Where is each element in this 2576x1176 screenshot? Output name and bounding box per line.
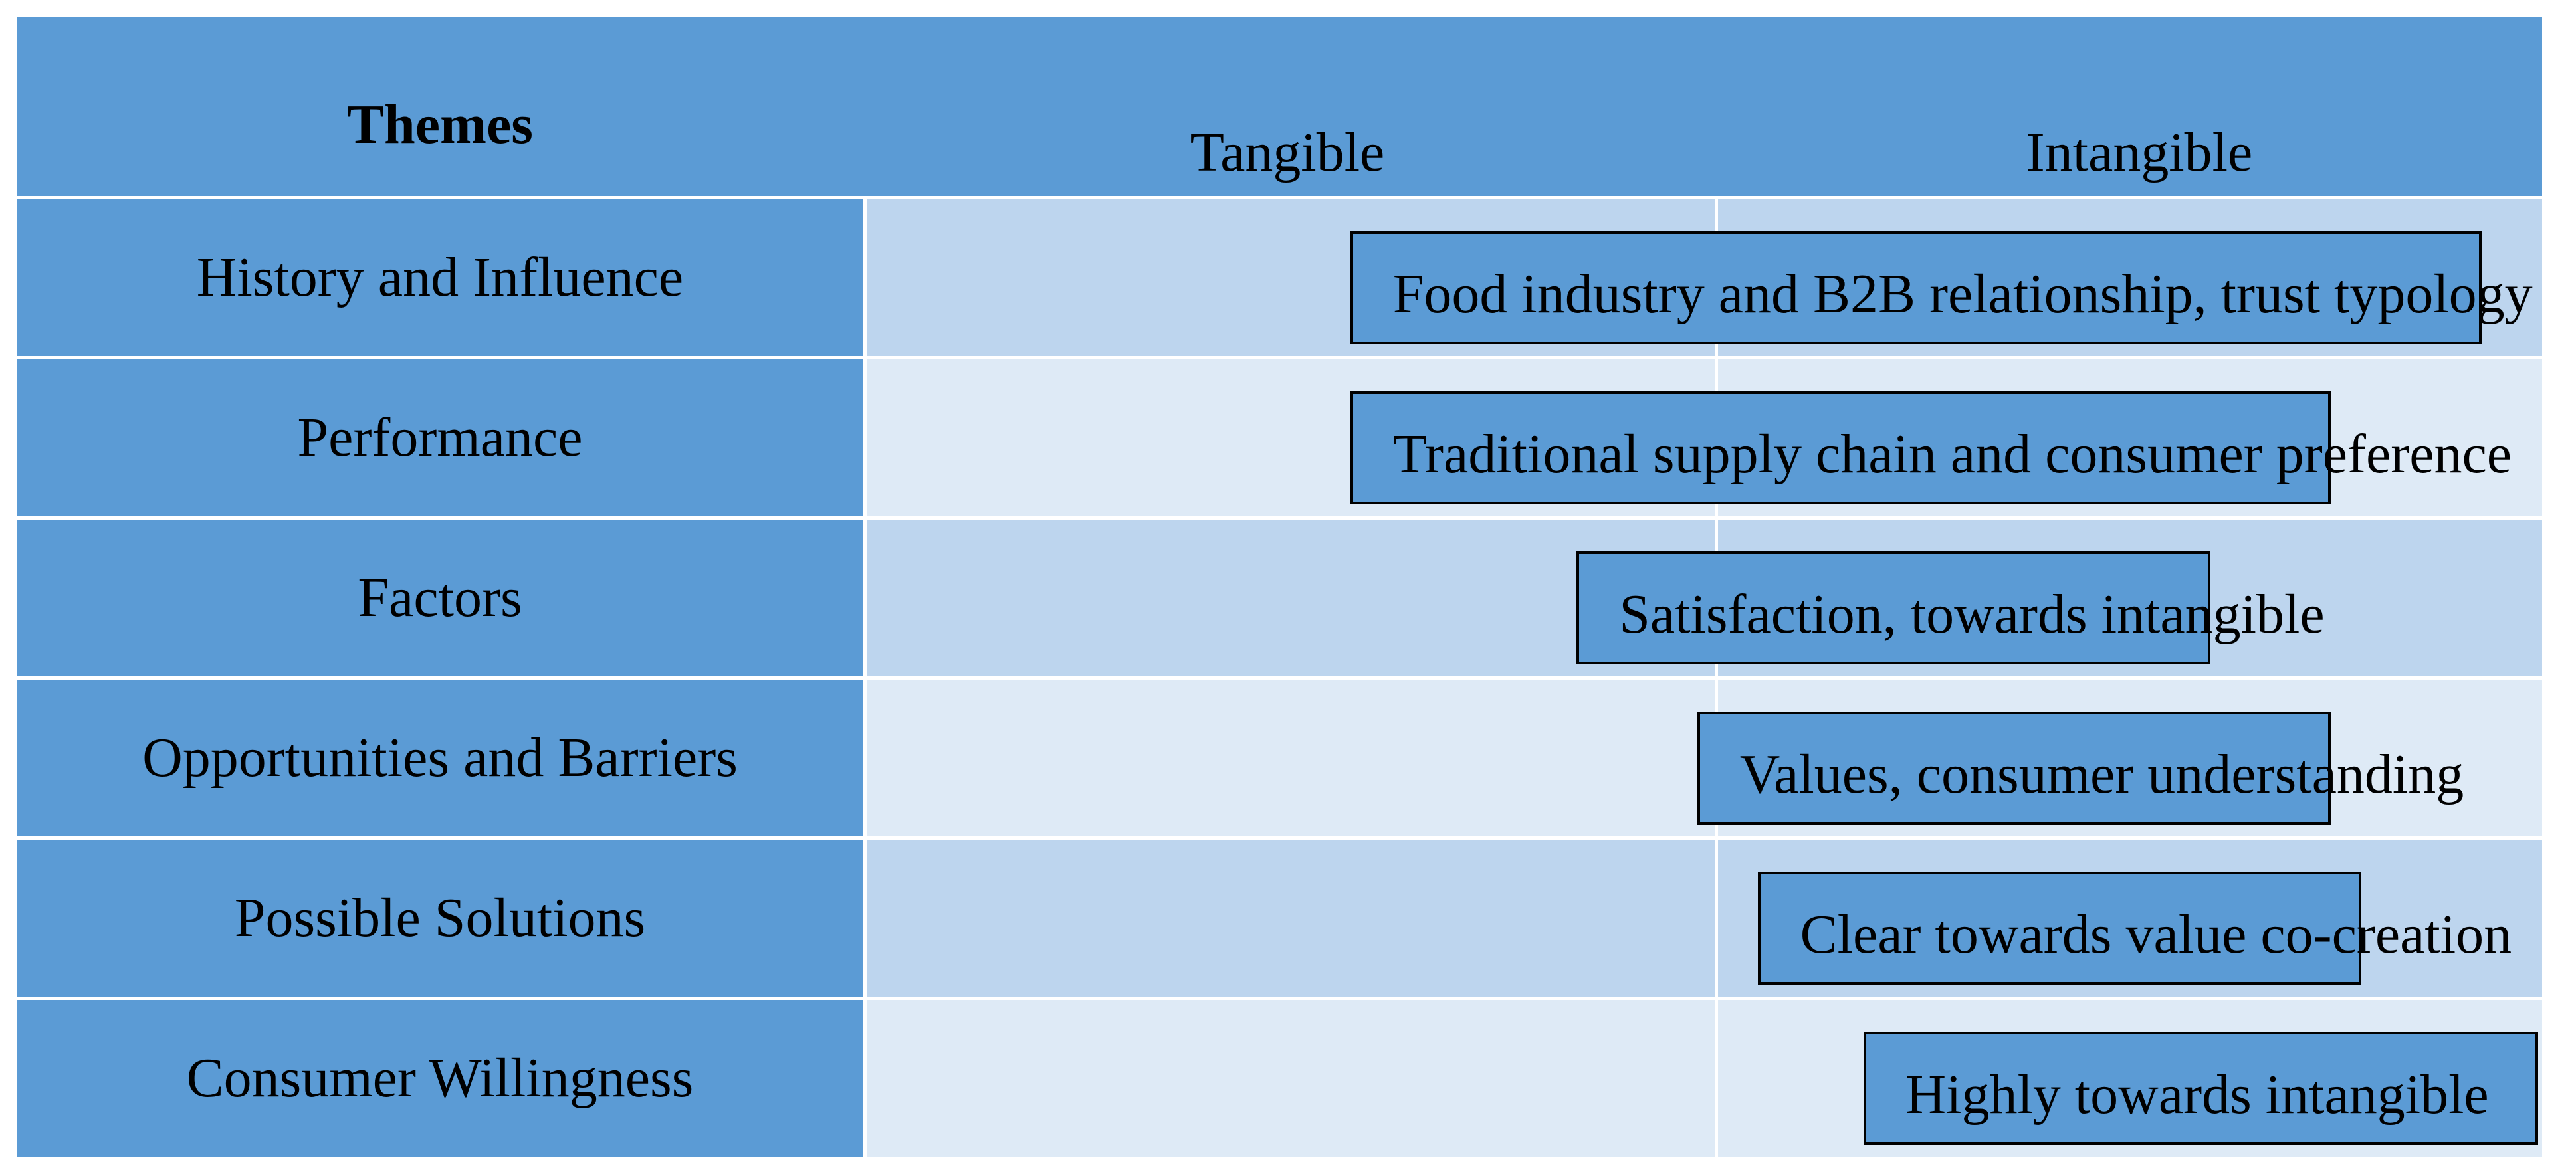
theme-label: Opportunities and Barriers [142,727,738,789]
spectrum-track: Highly towards intangible [867,1000,2542,1157]
range-bar: Highly towards intangible [1863,1032,2538,1145]
theme-row: Possible Solutions Clear towards value co… [17,840,2542,997]
theme-row: Consumer Willingness Highly towards intan… [17,1000,2542,1157]
center-divider [1715,1000,1718,1157]
tangible-pole-label: Tangible [1190,122,1385,183]
spectrum-track: Values, consumer understanding [867,680,2542,836]
range-bar: Values, consumer understanding [1697,712,2464,825]
theme-cell: Factors [17,520,863,676]
range-bar: Clear towards value co-creation [1757,872,2512,985]
range-bar-label: Highly towards intangible [1905,1064,2489,1126]
theme-cell: Possible Solutions [17,840,863,997]
theme-label: Performance [297,407,583,468]
themes-header: Themes [347,94,533,155]
intangible-pole-label: Intangible [2026,122,2253,183]
theme-cell: History and Influence [17,199,863,356]
theme-label: Consumer Willingness [186,1047,694,1109]
spectrum-track: Traditional supply chain and consumer pr… [867,359,2542,516]
theme-row: Performance Traditional supply chain and … [17,359,2542,516]
theme-cell: Opportunities and Barriers [17,680,863,836]
spectrum-track: Satisfaction, towards intangible [867,520,2542,676]
theme-row: Opportunities and Barriers Values, consum… [17,680,2542,836]
theme-row: History and Influence Food industry and B… [17,199,2542,356]
center-divider [1715,840,1718,997]
spectrum-track: Clear towards value co-creation [867,840,2542,997]
range-bar-label: Food industry and B2B relationship, trus… [1392,263,2533,325]
theme-cell: Consumer Willingness [17,1000,863,1157]
range-bar: Food industry and B2B relationship, trus… [1350,231,2533,344]
theme-row: Factors Satisfaction, towards intangible [17,520,2542,676]
theme-cell: Performance [17,359,863,516]
range-bar: Traditional supply chain and consumer pr… [1350,391,2512,504]
range-bar: Satisfaction, towards intangible [1576,551,2325,664]
range-bar-label: Clear towards value co-creation [1800,904,2512,965]
range-bar-label: Traditional supply chain and consumer pr… [1392,423,2512,485]
spectrum-track: Food industry and B2B relationship, trus… [867,199,2542,356]
range-bar-label: Values, consumer understanding [1739,743,2464,805]
theme-label: History and Influence [196,246,684,308]
theme-label: Possible Solutions [234,887,646,949]
tangible-intangible-diagram: Themes Tangible Intangible History and I… [17,17,2542,1161]
theme-label: Factors [358,567,522,629]
range-bar-label: Satisfaction, towards intangible [1619,583,2325,645]
header-band: Themes Tangible Intangible [17,17,2542,196]
